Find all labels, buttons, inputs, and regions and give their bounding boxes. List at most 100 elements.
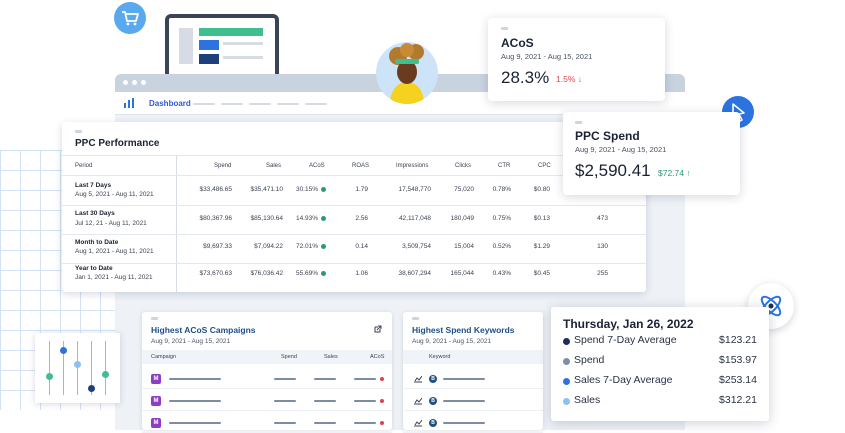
cell-roas: 0.14: [355, 243, 368, 250]
table-row[interactable]: B: [403, 392, 543, 411]
column-header-sales[interactable]: Sales: [324, 354, 338, 360]
table-row[interactable]: Year to Date Jan 1, 2021 - Aug 11, 2021 …: [62, 264, 646, 292]
tooltip-series-name: Spend: [574, 354, 605, 366]
acos-range: Aug 9, 2021 - Aug 15, 2021: [501, 52, 593, 61]
arrow-up-icon: ↑: [686, 168, 691, 178]
slider-track[interactable]: [49, 341, 50, 395]
table-row[interactable]: M: [142, 370, 392, 389]
slider-knob[interactable]: [60, 347, 67, 354]
table-row[interactable]: B: [403, 370, 543, 389]
row-period: Last 7 Days: [75, 182, 112, 189]
slider-track[interactable]: [63, 341, 64, 395]
row-range: Aug 1, 2021 - Aug 11, 2021: [75, 248, 154, 255]
cell-cpc: $0.45: [533, 270, 550, 277]
card-handle: [575, 121, 582, 124]
cell-roas: 1.06: [355, 270, 368, 277]
column-header-period[interactable]: Period: [75, 163, 93, 169]
shopping-cart-icon: [114, 2, 146, 34]
table-row[interactable]: M: [142, 414, 392, 433]
acos-card[interactable]: ACoS Aug 9, 2021 - Aug 15, 2021 28.3% 1.…: [488, 18, 665, 101]
status-dot: [321, 216, 326, 221]
external-link-icon[interactable]: [374, 325, 382, 333]
nav-placeholder[interactable]: [277, 103, 299, 105]
acos-title: ACoS: [501, 36, 534, 50]
status-dot: [321, 244, 326, 249]
placeholder-bar: [443, 400, 485, 402]
column-header-sales[interactable]: Sales: [266, 163, 282, 169]
nav-placeholder[interactable]: [305, 103, 327, 105]
status-dot: [380, 377, 384, 381]
row-period: Year to Date: [75, 265, 113, 272]
table-row[interactable]: M: [142, 392, 392, 411]
ppc-spend-delta-value: $72.74: [658, 168, 684, 178]
cell-extra: 255: [597, 270, 608, 277]
nav-placeholder[interactable]: [249, 103, 271, 105]
table-row[interactable]: Last 7 Days Aug 5, 2021 - Aug 11, 2021 $…: [62, 176, 646, 204]
nav-placeholder[interactable]: [193, 103, 215, 105]
column-header-cpc[interactable]: CPC: [538, 163, 551, 169]
cell-sales: $35,471.10: [250, 186, 283, 193]
slider-track[interactable]: [91, 341, 92, 395]
row-range: Jul 12, 21 - Aug 11, 2021: [75, 220, 147, 227]
nav-dashboard-link[interactable]: Dashboard: [149, 99, 191, 108]
arrow-down-icon: ↓: [577, 74, 582, 84]
slider-knob[interactable]: [88, 385, 95, 392]
tooltip-series-value: $123.21: [719, 334, 757, 346]
column-header-ctr[interactable]: CTR: [498, 163, 511, 169]
slider-track[interactable]: [105, 341, 106, 395]
column-header-impressions[interactable]: Impressions: [396, 163, 429, 169]
column-header-clicks[interactable]: Clicks: [455, 163, 471, 169]
tooltip-row: Spend $153.97: [563, 354, 757, 370]
acos-delta: 1.5% ↓: [556, 74, 582, 84]
table-header: Campaign Spend Sales ACoS: [142, 350, 392, 364]
trend-chart-icon: [414, 375, 422, 383]
divider: [62, 205, 646, 206]
laptop-illustration: [165, 14, 279, 80]
table-row[interactable]: Month to Date Aug 1, 2021 - Aug 11, 2021…: [62, 235, 646, 263]
ppc-spend-card[interactable]: PPC Spend Aug 9, 2021 - Aug 15, 2021 $2,…: [563, 112, 740, 195]
marketplace-badge: M: [151, 418, 161, 428]
slider-knob[interactable]: [74, 361, 81, 368]
tooltip-series-name: Spend 7-Day Average: [574, 334, 677, 346]
divider: [62, 263, 646, 264]
brand-badge: B: [429, 397, 437, 405]
column-header-spend[interactable]: Spend: [281, 354, 297, 360]
tooltip-row: Sales $312.21: [563, 394, 757, 410]
tooltip-series-value: $312.21: [719, 394, 757, 406]
brand-badge: B: [429, 419, 437, 427]
slider-knob[interactable]: [102, 371, 109, 378]
column-header-acos[interactable]: ACoS: [309, 163, 325, 169]
divider: [62, 155, 646, 156]
cell-acos: 30.15%: [295, 186, 318, 193]
table-row[interactable]: Last 30 Days Jul 12, 21 - Aug 11, 2021 $…: [62, 206, 646, 234]
brand-badge: B: [429, 375, 437, 383]
placeholder-bar: [314, 400, 336, 402]
row-period: Month to Date: [75, 239, 119, 246]
column-header-roas[interactable]: ROAS: [352, 163, 370, 169]
marketplace-badge: M: [151, 396, 161, 406]
nav-placeholder[interactable]: [221, 103, 243, 105]
status-dot: [380, 399, 384, 403]
column-header-acos[interactable]: ACoS: [370, 354, 385, 360]
user-avatar: [376, 42, 438, 104]
chart-tooltip: Thursday, Jan 26, 2022 Spend 7-Day Avera…: [551, 307, 769, 421]
tooltip-row: Sales 7-Day Average $253.14: [563, 374, 757, 390]
divider: [62, 175, 646, 176]
slider-track[interactable]: [77, 341, 78, 395]
tooltip-row: Spend 7-Day Average $123.21: [563, 334, 757, 350]
placeholder-bar: [274, 422, 296, 424]
legend-swatch: [563, 338, 570, 345]
cell-impressions: 42,117,048: [398, 215, 431, 222]
cell-cpc: $0.80: [533, 186, 550, 193]
table-row[interactable]: B: [403, 414, 543, 433]
ppc-spend-value: $2,590.41: [575, 161, 651, 180]
column-header-keyword[interactable]: Keyword: [429, 354, 451, 360]
column-header-spend[interactable]: Spend: [214, 163, 232, 169]
window-dot: [123, 80, 128, 85]
highest-spend-keywords-card: Highest Spend Keywords Aug 9, 2021 - Aug…: [403, 312, 543, 433]
spend-keywords-range: Aug 9, 2021 - Aug 15, 2021: [412, 338, 492, 345]
column-header-campaign[interactable]: Campaign: [151, 354, 177, 360]
slider-knob[interactable]: [46, 373, 53, 380]
cell-impressions: 17,548,770: [398, 186, 431, 193]
cell-sales: $7,094.22: [254, 243, 283, 250]
